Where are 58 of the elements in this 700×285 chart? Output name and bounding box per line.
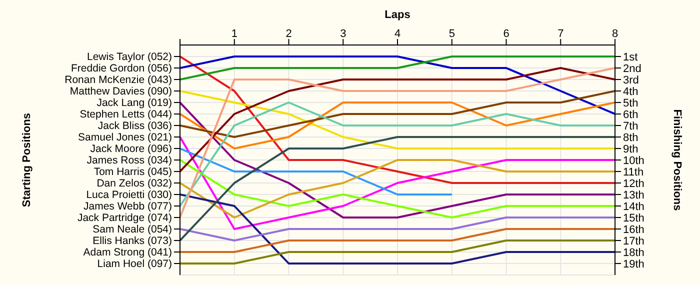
y2-tick-label: 3rd xyxy=(623,74,639,86)
line-series xyxy=(180,90,615,150)
series-label: Jack Bliss (036) xyxy=(98,120,172,132)
x-tick-label: 8 xyxy=(612,28,618,40)
x-tick-label: 4 xyxy=(394,28,401,40)
line-series xyxy=(180,67,615,172)
y2-tick-label: 16th xyxy=(623,224,644,236)
series-label: Freddie Gordon (056) xyxy=(71,62,172,75)
x-tick-label: 1 xyxy=(231,28,238,40)
series-label: Tom Harris (045) xyxy=(94,166,172,178)
series-label: Liam Hoel (097) xyxy=(97,258,172,270)
series-label: Matthew Davies (090) xyxy=(70,86,172,98)
y2-tick-label: 5th xyxy=(623,97,638,110)
y2-tick-label: 19th xyxy=(623,258,644,270)
x-tick-label: 6 xyxy=(503,28,510,40)
x-tick-label: 2 xyxy=(286,28,292,40)
line-series xyxy=(180,194,615,264)
y2-tick-label: 10th xyxy=(623,154,644,167)
series-label: James Webb (077) xyxy=(83,200,172,213)
x-axis-title: Laps xyxy=(384,8,410,21)
series-label: Ronan McKenzie (043) xyxy=(64,74,172,86)
line-series xyxy=(180,90,615,138)
y2-tick-label: 17th xyxy=(623,235,644,248)
x-tick-label: 7 xyxy=(558,28,564,40)
series-label: Jack Partridge (074) xyxy=(77,212,172,224)
y2-tick-label: 6th xyxy=(623,108,638,121)
y2-tick-label: 13th xyxy=(623,189,644,202)
series-label: Samuel Jones (021) xyxy=(78,132,172,144)
x-tick-label: 5 xyxy=(448,28,455,40)
series-label: James Ross (034) xyxy=(86,154,172,167)
y2-axis-title: Finishing Positions xyxy=(671,109,684,211)
y2-tick-label: 1st xyxy=(623,51,638,64)
series-label: Jack Lang (019) xyxy=(96,97,172,110)
series-label: Dan Zelos (032) xyxy=(96,178,172,190)
series-label: Lewis Taylor (052) xyxy=(86,51,172,64)
y2-tick-label: 18th xyxy=(623,246,644,259)
y2-tick-label: 11th xyxy=(623,166,644,178)
series-label: Stephen Letts (044) xyxy=(80,108,172,121)
y2-tick-label: 8th xyxy=(623,132,638,144)
line-series xyxy=(180,56,615,184)
series-label: Luca Proietti (030) xyxy=(86,189,172,202)
series-label: Sam Neale (054) xyxy=(92,224,172,236)
line-series xyxy=(180,159,615,218)
text: Starting Positions xyxy=(20,112,33,208)
y2-tick-label: 2nd xyxy=(623,62,642,75)
line-series xyxy=(180,102,615,150)
y2-tick-label: 4th xyxy=(623,86,638,98)
series-label: Ellis Hanks (073) xyxy=(92,235,172,248)
series-label: Jack Moore (096) xyxy=(90,143,172,156)
line-series xyxy=(180,67,615,218)
x-tick-label: 3 xyxy=(340,28,346,40)
line-series xyxy=(180,56,615,115)
y2-tick-label: 9th xyxy=(623,143,638,156)
series-label: Adam Strong (041) xyxy=(83,246,172,259)
y2-tick-label: 15th xyxy=(623,212,644,224)
y2-tick-label: 12th xyxy=(623,178,644,190)
y2-tick-label: 7th xyxy=(623,120,638,132)
y2-tick-label: 14th xyxy=(623,200,644,213)
